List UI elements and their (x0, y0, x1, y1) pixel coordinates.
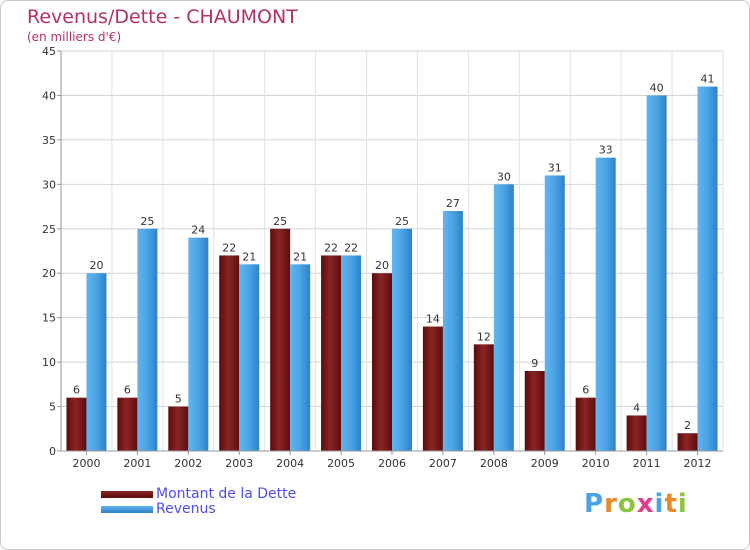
bar-revenus-2003 (239, 264, 260, 451)
bar-dette-2012 (677, 433, 698, 451)
y-tick-label-15: 15 (42, 312, 56, 325)
legend-label-dette: Montant de la Dette (156, 486, 297, 502)
bar-revenus-2010 (595, 157, 616, 451)
data-label-revenus-2002: 24 (191, 224, 205, 237)
data-label-dette-2007: 14 (426, 313, 440, 326)
chart-subtitle: (en milliers d'€) (27, 30, 122, 44)
chart-title: Revenus/Dette - CHAUMONT (27, 6, 298, 28)
legend-swatch-dette (101, 491, 153, 498)
data-label-dette-2008: 12 (477, 330, 491, 343)
x-tick-label-2002: 2002 (174, 457, 202, 470)
bar-dette-2010 (575, 397, 596, 451)
x-tick-label-2004: 2004 (276, 457, 304, 470)
bar-dette-2005 (321, 255, 342, 451)
y-tick-label-35: 35 (42, 134, 56, 147)
bar-dette-2004 (270, 228, 291, 451)
bar-revenus-2011 (646, 95, 667, 451)
data-label-dette-2000: 6 (73, 384, 80, 397)
data-label-dette-2005: 22 (324, 241, 338, 254)
bar-revenus-2000 (86, 273, 107, 451)
x-tick-label-2000: 2000 (72, 457, 100, 470)
bar-dette-2009 (524, 371, 545, 451)
logo-letter: i (654, 489, 665, 519)
data-label-revenus-2003: 21 (242, 250, 256, 263)
data-label-revenus-2009: 31 (548, 161, 562, 174)
bar-revenus-2002 (188, 237, 209, 451)
bar-revenus-2012 (697, 86, 718, 452)
x-tick-label-2010: 2010 (582, 457, 610, 470)
bar-dette-2006 (372, 273, 392, 451)
data-label-revenus-2007: 27 (446, 197, 460, 210)
bar-revenus-2001 (137, 228, 158, 451)
bar-revenus-2004 (290, 264, 311, 451)
bar-revenus-2009 (544, 175, 565, 451)
bar-dette-2002 (168, 406, 189, 451)
bar-dette-2000 (66, 397, 87, 451)
bar-dette-2011 (626, 415, 647, 451)
data-label-revenus-2004: 21 (293, 250, 307, 263)
logo-letter: i (677, 489, 688, 519)
data-label-revenus-2001: 25 (140, 215, 154, 228)
x-tick-label-2005: 2005 (327, 457, 355, 470)
legend-swatch-revenus (101, 506, 153, 513)
bar-revenus-2005 (341, 255, 362, 451)
bar-dette-2008 (473, 344, 494, 451)
data-label-dette-2003: 22 (222, 241, 236, 254)
data-label-dette-2004: 25 (273, 215, 287, 228)
data-label-revenus-2000: 20 (89, 259, 103, 272)
bar-revenus-2006 (392, 228, 412, 451)
x-tick-label-2011: 2011 (633, 457, 661, 470)
bar-revenus-2008 (493, 184, 514, 452)
data-label-dette-2011: 4 (633, 401, 640, 414)
legend-item-dette: Montant de la Dette (101, 487, 296, 502)
data-label-dette-2002: 5 (175, 393, 182, 406)
data-label-revenus-2006: 25 (395, 215, 409, 228)
data-label-revenus-2011: 40 (650, 81, 664, 94)
bar-dette-2003 (219, 255, 240, 451)
y-tick-label-25: 25 (42, 223, 56, 236)
bar-dette-2007 (422, 326, 443, 451)
y-tick-label-5: 5 (49, 401, 56, 414)
data-label-dette-2001: 6 (124, 384, 131, 397)
x-tick-label-2008: 2008 (480, 457, 508, 470)
data-label-revenus-2005: 22 (344, 241, 358, 254)
x-tick-label-2006: 2006 (378, 457, 406, 470)
x-tick-label-2003: 2003 (225, 457, 253, 470)
proxiti-logo: Proxiti (584, 489, 688, 519)
y-tick-label-45: 45 (42, 45, 56, 58)
data-label-revenus-2010: 33 (599, 144, 613, 157)
legend-label-revenus: Revenus (156, 501, 216, 517)
data-label-dette-2006: 20 (375, 259, 389, 272)
data-label-revenus-2012: 41 (701, 73, 715, 86)
logo-letter: P (584, 489, 605, 519)
bar-dette-2001 (117, 397, 138, 451)
y-tick-label-20: 20 (42, 267, 56, 280)
y-tick-label-0: 0 (49, 445, 56, 458)
data-label-dette-2012: 2 (684, 419, 691, 432)
x-tick-label-2001: 2001 (123, 457, 151, 470)
logo-letter: t (664, 489, 678, 519)
x-tick-label-2009: 2009 (531, 457, 559, 470)
x-tick-label-2007: 2007 (429, 457, 457, 470)
logo-letter: o (617, 489, 637, 519)
bar-revenus-2007 (442, 211, 463, 451)
legend-item-revenus: Revenus (101, 502, 296, 517)
data-label-revenus-2008: 30 (497, 170, 511, 183)
y-tick-label-40: 40 (42, 89, 56, 102)
legend: Montant de la Dette Revenus (101, 487, 296, 517)
data-label-dette-2009: 9 (531, 357, 538, 370)
y-tick-label-10: 10 (42, 356, 56, 369)
logo-letter: r (604, 489, 618, 519)
logo-letter: x (636, 489, 655, 519)
x-tick-label-2012: 2012 (684, 457, 712, 470)
data-label-dette-2010: 6 (582, 384, 589, 397)
y-tick-label-30: 30 (42, 178, 56, 191)
